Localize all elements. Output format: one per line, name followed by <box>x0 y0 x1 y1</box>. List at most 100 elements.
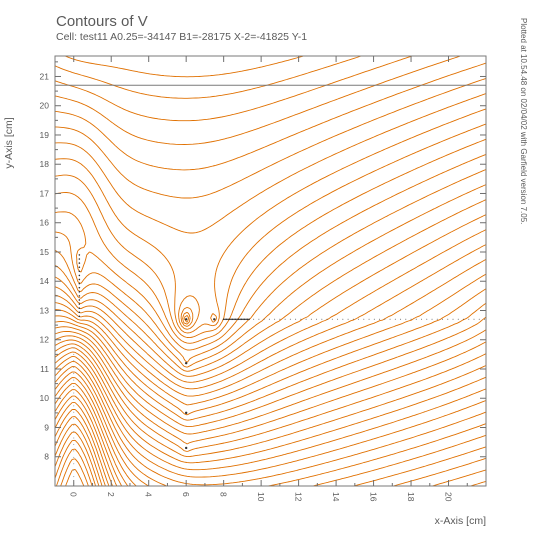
row-wire-dot <box>426 318 428 320</box>
plot-frame <box>54 55 487 487</box>
row-wire-dot <box>452 318 454 320</box>
wire-marker <box>184 361 188 365</box>
row-wire-dot <box>405 318 407 320</box>
x-tick-label: 16 <box>369 492 379 502</box>
column-wire-marker <box>78 307 81 309</box>
row-wire-dot <box>478 318 480 320</box>
row-wire-dot <box>326 318 328 320</box>
row-wire-dot <box>384 318 386 320</box>
wire-marker <box>184 318 188 321</box>
x-tick-label: 10 <box>256 492 266 502</box>
row-wire-marker <box>239 318 241 321</box>
x-tick-label: 2 <box>106 492 116 497</box>
y-tick-label: 21 <box>40 71 50 81</box>
y-tick-label: 20 <box>40 101 50 111</box>
dotted-column-marker <box>73 411 75 413</box>
dotted-column-marker <box>73 456 75 458</box>
row-wire-dot <box>368 318 370 320</box>
y-tick-label: 12 <box>40 335 50 345</box>
row-wire-dot <box>352 318 354 320</box>
row-wire-marker <box>243 318 246 321</box>
dotted-column-marker <box>73 366 75 368</box>
column-wire-marker <box>78 286 81 289</box>
row-wire-dot <box>263 318 265 320</box>
dotted-column-marker <box>73 431 75 433</box>
row-wire-marker <box>227 318 229 321</box>
row-wire-marker <box>248 318 250 321</box>
dotted-column-marker <box>73 386 75 388</box>
y-tick-label: 18 <box>40 159 50 169</box>
dotted-column-marker <box>73 379 75 381</box>
column-wire-marker <box>78 270 81 273</box>
row-wire-dot <box>342 318 344 320</box>
row-wire-marker <box>242 318 244 321</box>
row-wire-dot <box>484 318 486 320</box>
dotted-column-marker <box>73 405 75 407</box>
column-wire-marker <box>78 315 81 318</box>
row-wire-dot <box>447 318 449 320</box>
x-tick-label: 4 <box>144 492 154 497</box>
contour-path <box>54 55 487 487</box>
dotted-column-marker <box>73 398 75 400</box>
wire-marker <box>184 411 188 415</box>
row-wire-dot <box>274 318 276 320</box>
dotted-column-marker <box>73 373 75 375</box>
dotted-column-marker <box>73 418 75 420</box>
dotted-column-marker <box>73 463 75 465</box>
row-wire-dot <box>442 318 444 320</box>
dotted-column-marker <box>73 360 75 362</box>
chart-subtitle: Cell: test11 A0.25=-34147 B1=-28175 X-2=… <box>56 31 307 43</box>
dotted-column-marker <box>73 476 75 478</box>
dotted-column-marker <box>73 443 75 445</box>
column-wire-marker <box>78 262 81 264</box>
row-wire-dot <box>421 318 423 320</box>
row-wire-marker <box>225 318 228 321</box>
dotted-column-marker <box>73 469 75 471</box>
row-wire-dot <box>295 318 297 320</box>
contour-lines <box>54 55 487 487</box>
y-tick-label: 14 <box>40 276 50 286</box>
x-tick-label: 12 <box>294 492 304 502</box>
dotted-column-marker <box>73 450 75 452</box>
column-wire-marker <box>78 290 81 293</box>
row-wire-dot <box>310 318 312 320</box>
column-wire-marker <box>78 254 81 256</box>
dotted-column-marker <box>73 424 75 426</box>
row-wire-marker <box>231 318 234 321</box>
row-wire-dot <box>473 318 475 320</box>
y-tick-label: 17 <box>40 188 50 198</box>
row-wire-dot <box>316 318 318 320</box>
x-tick-label: 6 <box>181 492 191 497</box>
axes: 8 9 10 11 12 13 14 15 16 17 18 19 20 21 0 2 4 6 8 10 12 14 16 1… <box>40 55 487 502</box>
dotted-column-marker <box>73 353 75 355</box>
column-wire-marker <box>78 282 81 285</box>
row-wire-dot <box>321 318 323 320</box>
y-tick-label: 10 <box>40 393 50 403</box>
row-wire-dot <box>289 318 291 320</box>
x-tick-label: 8 <box>219 492 229 497</box>
column-wire-marker <box>78 299 81 301</box>
row-wire-marker <box>230 318 232 321</box>
x-axis-label: x-Axis [cm] <box>435 515 486 527</box>
row-wire-dot <box>347 318 349 320</box>
y-tick-label: 19 <box>40 130 50 140</box>
row-wire-dot <box>400 318 402 320</box>
y-tick-label: 13 <box>40 305 50 315</box>
wire-marker <box>213 318 216 321</box>
y-tick-label: 16 <box>40 218 50 228</box>
row-wire-marker <box>236 318 238 321</box>
row-wire-dot <box>279 318 281 320</box>
row-wire-dot <box>363 318 365 320</box>
row-wire-dot <box>258 318 260 320</box>
row-wire-dot <box>394 318 396 320</box>
row-wire-dot <box>415 318 417 320</box>
row-wire-dot <box>410 318 412 320</box>
y-axis-label: y-Axis [cm] <box>3 117 15 168</box>
row-wire-dot <box>331 318 333 320</box>
x-tick-label: 20 <box>444 492 454 502</box>
row-wire-dot <box>253 318 255 320</box>
row-wire-dot <box>389 318 391 320</box>
column-wire-marker <box>78 311 81 314</box>
row-wire-marker <box>224 318 226 321</box>
